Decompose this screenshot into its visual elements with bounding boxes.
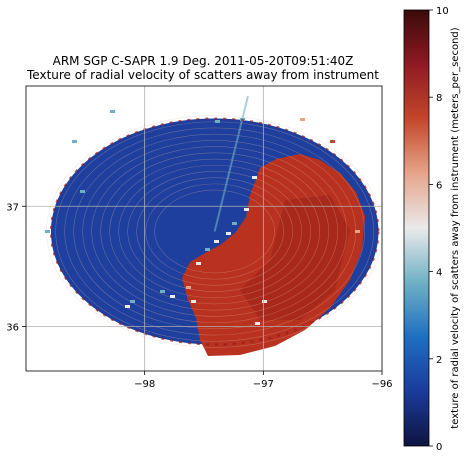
texture-speckle (330, 140, 335, 143)
colorbar-tick-label: 10 (436, 6, 449, 17)
texture-speckle (170, 295, 175, 298)
x-axis-ticks: −98 −97 −96 (134, 371, 393, 390)
texture-speckle (72, 140, 77, 143)
texture-speckle (110, 110, 115, 113)
radial-streak (213, 95, 249, 232)
high-texture-core (240, 195, 350, 320)
plot-frame (25, 85, 383, 372)
range-ring-texture (55, 121, 374, 342)
x-tick-label: −97 (253, 379, 274, 390)
texture-speckle (255, 322, 260, 325)
texture-speckle (244, 208, 249, 211)
texture-speckle (262, 300, 267, 303)
x-tick-label: −98 (134, 379, 155, 390)
texture-speckle (80, 190, 85, 193)
colorbar-tick-label: 8 (436, 93, 442, 104)
range-ring-texture (127, 171, 302, 292)
colorbar: 0 2 4 6 8 10 texture of radial velocity of sc… (403, 6, 461, 453)
texture-speckle (160, 290, 165, 293)
texture-speckle (186, 286, 191, 289)
range-ring-texture (136, 177, 293, 286)
range-ring-texture (100, 152, 329, 311)
range-ring-texture (154, 189, 275, 274)
texture-speckle (125, 305, 130, 308)
colorbar-tick-label: 6 (436, 180, 442, 191)
range-ring-texture (118, 164, 311, 299)
colorbar-gradient (403, 9, 430, 447)
gridlines (26, 86, 382, 371)
colorbar-tick-label: 4 (436, 268, 442, 279)
range-ring-texture (91, 146, 338, 317)
texture-speckle (252, 176, 257, 179)
colorbar-label: texture of radial velocity of scatters a… (450, 27, 461, 428)
sweep-edge-noise (49, 117, 380, 346)
texture-speckle (215, 120, 220, 123)
texture-speckle (300, 118, 305, 121)
texture-speckle (45, 230, 50, 233)
range-ring-texture (82, 140, 347, 323)
range-ring-texture (64, 127, 365, 336)
y-tick-label: 37 (6, 202, 19, 213)
texture-speckle (130, 300, 135, 303)
plot-area: −98 −97 −96 36 37 (6, 85, 393, 390)
chart-subtitle: Texture of radial velocity of scatters a… (26, 68, 379, 82)
texture-speckle (355, 230, 360, 233)
range-ring-texture (145, 183, 284, 280)
range-ring-texture (109, 158, 320, 305)
texture-speckle (232, 222, 237, 225)
texture-speckle (205, 248, 210, 251)
chart-title: ARM SGP C-SAPR 1.9 Deg. 2011-05-20T09:51… (53, 54, 354, 68)
y-tick-label: 36 (6, 323, 19, 334)
x-tick-label: −96 (371, 379, 392, 390)
colorbar-tick-label: 0 (436, 442, 442, 453)
texture-speckle (226, 232, 231, 235)
texture-speckle (191, 300, 196, 303)
colorbar-tick-label: 2 (436, 355, 442, 366)
radar-sweep (45, 95, 382, 356)
y-axis-ticks: 36 37 (6, 202, 26, 334)
texture-speckle (196, 262, 201, 265)
colorbar-ticks: 0 2 4 6 8 10 (429, 6, 449, 453)
texture-speckle (214, 240, 219, 243)
